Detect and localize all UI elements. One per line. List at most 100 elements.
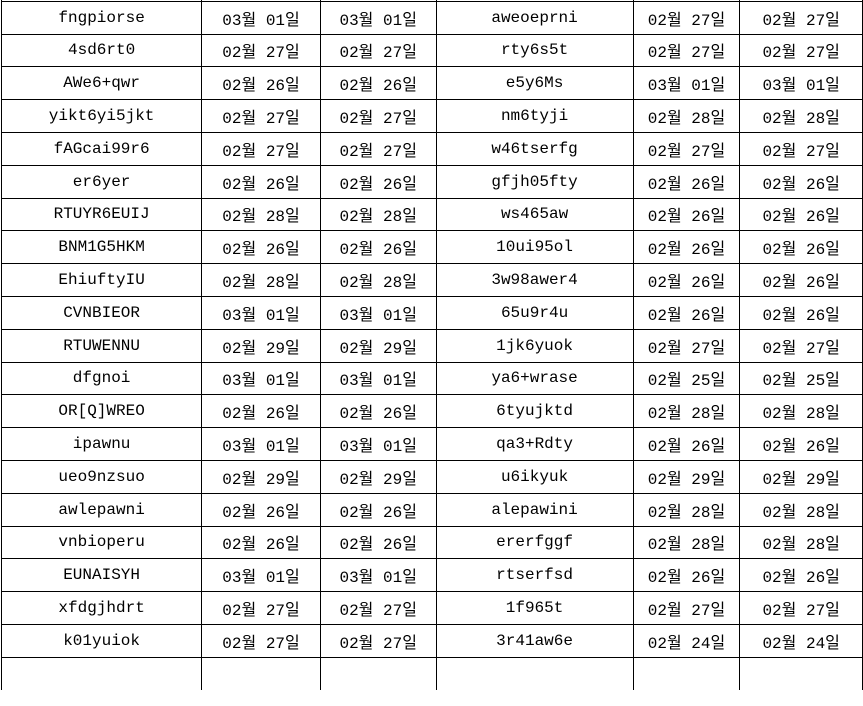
- date-cell[interactable]: 03월 01일: [319, 295, 437, 330]
- date-cell[interactable]: 02월 29일: [201, 459, 321, 494]
- date-cell[interactable]: 02월 27일: [632, 33, 741, 68]
- date-cell[interactable]: 02월 27일: [739, 591, 863, 625]
- date-cell[interactable]: 03월 01일: [201, 0, 321, 35]
- date-cell[interactable]: 02월 27일: [739, 33, 863, 68]
- name-cell[interactable]: fngpiorse: [0, 0, 203, 35]
- date-cell[interactable]: 02월 26일: [201, 230, 321, 265]
- date-cell[interactable]: 02월 26일: [201, 66, 321, 101]
- date-cell[interactable]: 02월 27일: [739, 0, 863, 35]
- name-cell[interactable]: e5y6Ms: [435, 66, 634, 101]
- date-cell[interactable]: 02월 26일: [201, 492, 321, 527]
- date-cell[interactable]: 02월 27일: [319, 131, 437, 166]
- name-cell[interactable]: ererfggf: [435, 525, 634, 560]
- date-cell[interactable]: 02월 27일: [319, 33, 437, 68]
- date-cell[interactable]: 02월 27일: [632, 328, 741, 363]
- date-cell[interactable]: 02월 26일: [319, 394, 437, 429]
- date-cell[interactable]: 02월 27일: [201, 33, 321, 68]
- name-cell[interactable]: ueo9nzsuo: [0, 459, 203, 494]
- date-cell[interactable]: 02월 27일: [201, 623, 321, 658]
- name-cell[interactable]: rty6s5t: [435, 33, 634, 68]
- name-cell[interactable]: yikt6yi5jkt: [0, 99, 203, 133]
- name-cell[interactable]: k01yuiok: [0, 623, 203, 658]
- name-cell[interactable]: er6yer: [0, 164, 203, 199]
- date-cell[interactable]: 02월 29일: [201, 328, 321, 363]
- date-cell[interactable]: 03월 01일: [319, 427, 437, 461]
- date-cell[interactable]: 02월 24일: [739, 623, 863, 658]
- name-cell[interactable]: aweoeprni: [435, 0, 634, 35]
- name-cell[interactable]: qa3+Rdty: [435, 427, 634, 461]
- date-cell[interactable]: 03월 01일: [319, 0, 437, 35]
- date-cell[interactable]: 02월 29일: [319, 459, 437, 494]
- date-cell[interactable]: 02월 28일: [319, 263, 437, 297]
- name-cell[interactable]: EUNAISYH: [0, 558, 203, 593]
- date-cell[interactable]: 03월 01일: [201, 361, 321, 396]
- name-cell[interactable]: 1f965t: [435, 591, 634, 625]
- date-cell[interactable]: 02월 26일: [632, 230, 741, 265]
- date-cell[interactable]: 02월 28일: [632, 525, 741, 560]
- date-cell[interactable]: 02월 25일: [739, 361, 863, 396]
- date-cell[interactable]: 02월 27일: [739, 328, 863, 363]
- name-cell[interactable]: 3w98awer4: [435, 263, 634, 297]
- name-cell[interactable]: dfgnoi: [0, 361, 203, 396]
- date-cell[interactable]: 02월 27일: [632, 591, 741, 625]
- name-cell[interactable]: RTUYR6EUIJ: [0, 197, 203, 232]
- name-cell[interactable]: nm6tyji: [435, 99, 634, 133]
- name-cell[interactable]: BNM1G5HKM: [0, 230, 203, 265]
- date-cell[interactable]: 02월 27일: [201, 591, 321, 625]
- name-cell[interactable]: rtserfsd: [435, 558, 634, 593]
- date-cell[interactable]: 02월 25일: [632, 361, 741, 396]
- date-cell[interactable]: 02월 28일: [201, 263, 321, 297]
- date-cell[interactable]: 02월 29일: [739, 459, 863, 494]
- date-cell[interactable]: 03월 01일: [201, 295, 321, 330]
- name-cell[interactable]: 3r41aw6e: [435, 623, 634, 658]
- date-cell[interactable]: 03월 01일: [319, 361, 437, 396]
- date-cell[interactable]: 02월 26일: [632, 197, 741, 232]
- date-cell[interactable]: 02월 26일: [632, 263, 741, 297]
- name-cell[interactable]: EhiuftyIU: [0, 263, 203, 297]
- date-cell[interactable]: 02월 26일: [319, 492, 437, 527]
- name-cell[interactable]: gfjh05fty: [435, 164, 634, 199]
- name-cell[interactable]: RTUWENNU: [0, 328, 203, 363]
- name-cell[interactable]: u6ikyuk: [435, 459, 634, 494]
- name-cell[interactable]: xfdgjhdrt: [0, 591, 203, 625]
- date-cell[interactable]: 02월 28일: [739, 99, 863, 133]
- date-cell[interactable]: 02월 27일: [632, 131, 741, 166]
- date-cell[interactable]: 03월 01일: [632, 66, 741, 101]
- name-cell[interactable]: CVNBIEOR: [0, 295, 203, 330]
- name-cell[interactable]: 4sd6rt0: [0, 33, 203, 68]
- date-cell[interactable]: 02월 28일: [319, 197, 437, 232]
- date-cell[interactable]: 02월 27일: [739, 131, 863, 166]
- date-cell[interactable]: 02월 26일: [632, 295, 741, 330]
- date-cell[interactable]: 03월 01일: [201, 558, 321, 593]
- date-cell[interactable]: 02월 26일: [739, 263, 863, 297]
- date-cell[interactable]: 03월 01일: [319, 558, 437, 593]
- name-cell[interactable]: OR[Q]WREO: [0, 394, 203, 429]
- name-cell[interactable]: ws465aw: [435, 197, 634, 232]
- date-cell[interactable]: 02월 26일: [201, 394, 321, 429]
- date-cell[interactable]: 02월 27일: [201, 131, 321, 166]
- date-cell[interactable]: 02월 28일: [739, 525, 863, 560]
- date-cell[interactable]: 02월 24일: [632, 623, 741, 658]
- date-cell[interactable]: 02월 26일: [201, 525, 321, 560]
- date-cell[interactable]: 02월 29일: [319, 328, 437, 363]
- date-cell[interactable]: 02월 28일: [201, 197, 321, 232]
- date-cell[interactable]: 02월 26일: [739, 230, 863, 265]
- date-cell[interactable]: 02월 26일: [739, 427, 863, 461]
- date-cell[interactable]: 02월 27일: [632, 0, 741, 35]
- date-cell[interactable]: 02월 28일: [632, 99, 741, 133]
- name-cell[interactable]: 65u9r4u: [435, 295, 634, 330]
- date-cell[interactable]: 02월 27일: [319, 99, 437, 133]
- date-cell[interactable]: 02월 26일: [319, 164, 437, 199]
- date-cell[interactable]: 02월 26일: [319, 230, 437, 265]
- name-cell[interactable]: vnbioperu: [0, 525, 203, 560]
- name-cell[interactable]: 1jk6yuok: [435, 328, 634, 363]
- date-cell[interactable]: 02월 27일: [319, 623, 437, 658]
- date-cell[interactable]: 02월 26일: [739, 164, 863, 199]
- date-cell[interactable]: 02월 26일: [632, 558, 741, 593]
- date-cell[interactable]: 02월 26일: [319, 525, 437, 560]
- date-cell[interactable]: 02월 27일: [201, 99, 321, 133]
- date-cell[interactable]: 02월 28일: [739, 394, 863, 429]
- name-cell[interactable]: awlepawni: [0, 492, 203, 527]
- date-cell[interactable]: 02월 26일: [739, 197, 863, 232]
- name-cell[interactable]: alepawini: [435, 492, 634, 527]
